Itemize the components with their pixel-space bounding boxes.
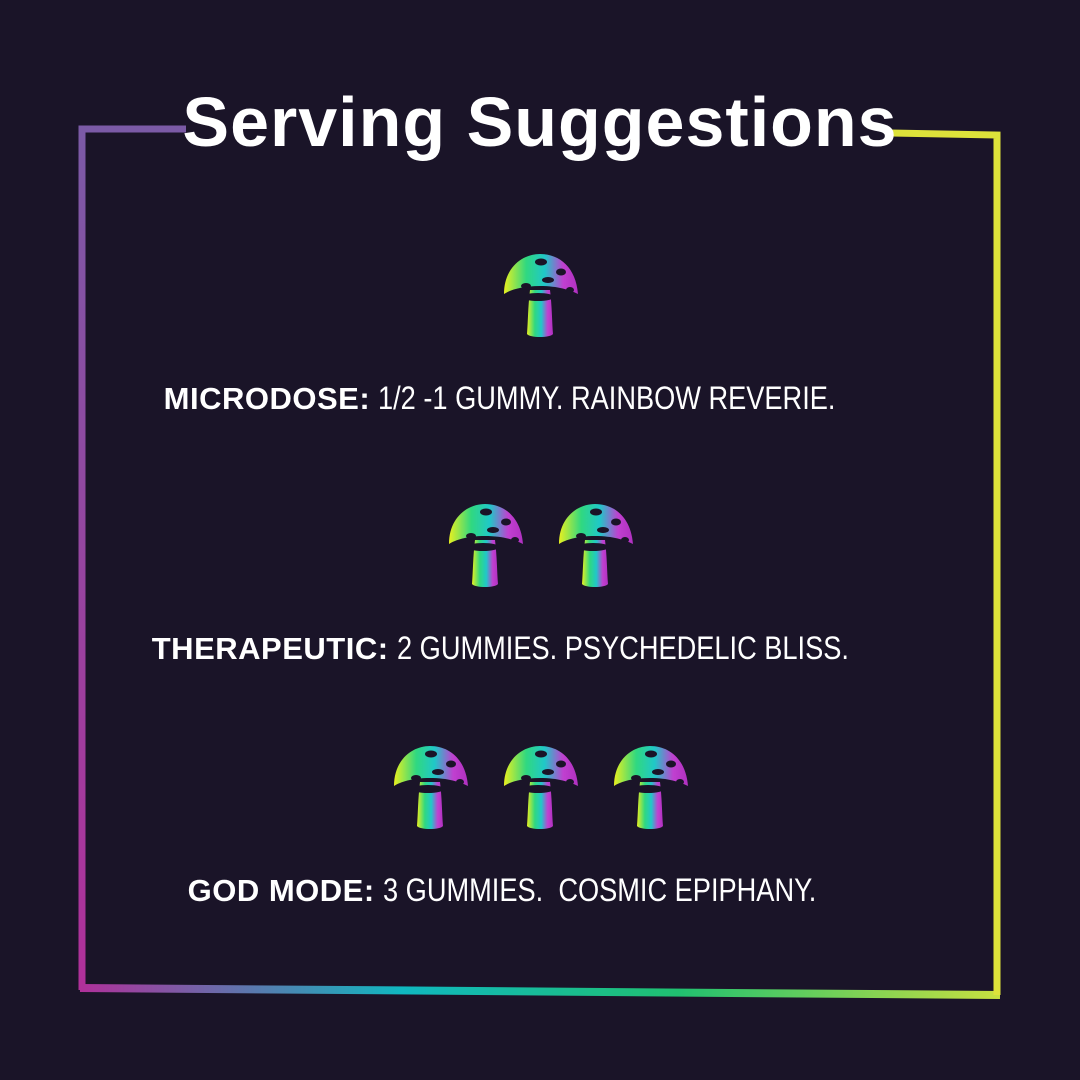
suggestion-text: 2 GUMMIES. PSYCHEDELIC BLISS.: [396, 630, 849, 666]
suggestion-label: MICRODOSE:: [163, 381, 371, 416]
mushroom-icon: [500, 742, 580, 830]
suggestion-therapeutic: THERAPEUTIC: 2 GUMMIES. PSYCHEDELIC BLISS…: [0, 500, 1080, 667]
mushroom-icon: [390, 742, 470, 830]
mushroom-icon: [500, 250, 580, 338]
suggestion-microdose: MICRODOSE: 1/2 -1 GUMMY. RAINBOW REVERIE.: [0, 250, 1080, 417]
mushroom-icon: [555, 500, 635, 588]
mushroom-icon: [610, 742, 690, 830]
suggestion-label: THERAPEUTIC:: [151, 631, 389, 666]
mushroom-icon: [445, 500, 525, 588]
page-title: Serving Suggestions: [182, 83, 898, 161]
suggestion-text: 1/2 -1 GUMMY. RAINBOW REVERIE.: [378, 380, 836, 416]
suggestion-label: GOD MODE:: [187, 873, 375, 908]
suggestion-text: 3 GUMMIES. COSMIC EPIPHANY.: [382, 872, 816, 908]
suggestion-god-mode: GOD MODE: 3 GUMMIES. COSMIC EPIPHANY.: [0, 742, 1080, 909]
